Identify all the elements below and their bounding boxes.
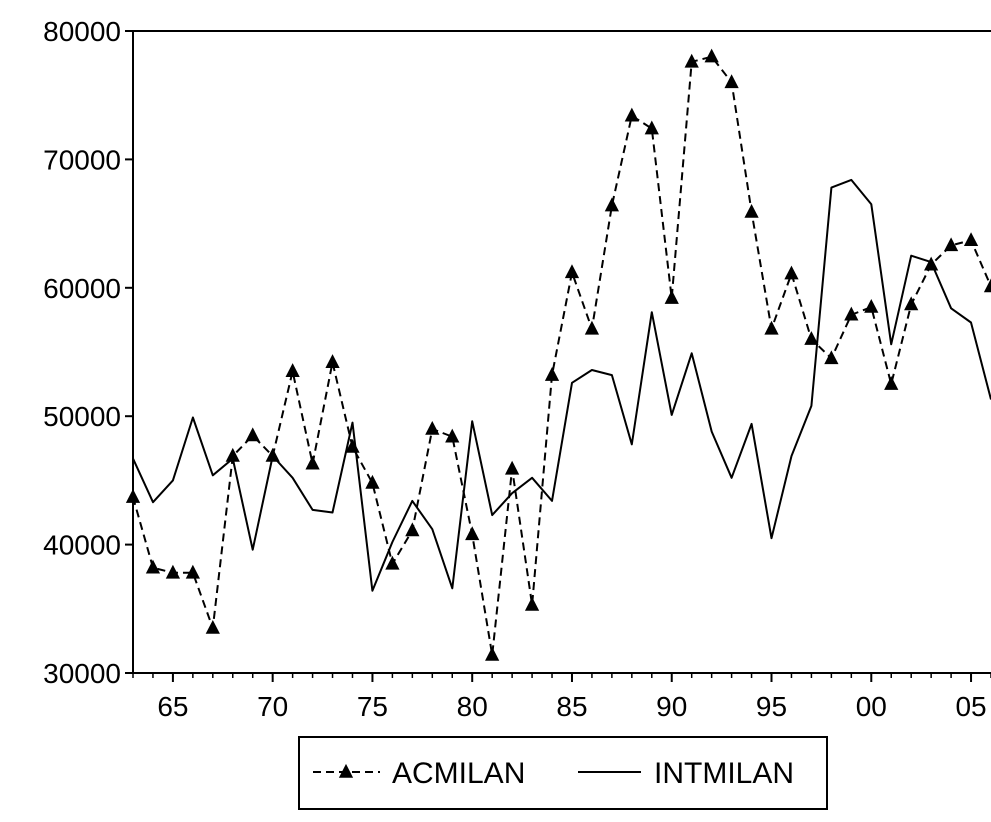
y-tick-label: 60000 bbox=[43, 273, 121, 304]
y-tick-label: 30000 bbox=[43, 658, 121, 689]
legend: ACMILAN INTMILAN bbox=[298, 736, 828, 810]
data-point-acmilan bbox=[145, 559, 161, 574]
data-point-acmilan bbox=[465, 526, 480, 541]
data-point-acmilan bbox=[804, 331, 819, 345]
data-point-acmilan bbox=[564, 264, 580, 279]
data-point-acmilan bbox=[205, 619, 220, 634]
series-line-intmilan bbox=[132, 178, 991, 592]
data-point-acmilan bbox=[844, 306, 859, 321]
legend-label-intmilan: INTMILAN bbox=[654, 757, 794, 790]
series-layer bbox=[125, 48, 991, 661]
data-point-acmilan bbox=[784, 265, 799, 280]
data-point-acmilan bbox=[644, 120, 659, 135]
data-point-acmilan bbox=[305, 455, 320, 470]
data-point-acmilan bbox=[744, 203, 759, 218]
data-point-acmilan bbox=[125, 488, 141, 503]
data-point-acmilan bbox=[325, 354, 340, 369]
data-point-acmilan bbox=[544, 367, 560, 381]
legend-marker-acmilan bbox=[338, 763, 354, 778]
data-point-acmilan bbox=[983, 278, 991, 293]
data-point-acmilan bbox=[963, 232, 979, 247]
series-intmilan bbox=[132, 178, 991, 592]
data-point-acmilan bbox=[504, 460, 520, 475]
data-point-acmilan bbox=[445, 428, 460, 443]
x-tick-label: 95 bbox=[756, 691, 787, 722]
data-point-acmilan bbox=[604, 197, 620, 212]
y-axis: 30000 40000 50000 60000 70000 80000 bbox=[43, 16, 133, 689]
data-point-acmilan bbox=[824, 350, 839, 365]
y-tick-label: 40000 bbox=[43, 530, 121, 561]
data-point-acmilan bbox=[245, 427, 260, 442]
data-point-acmilan bbox=[664, 289, 679, 304]
legend-box bbox=[298, 736, 828, 810]
x-axis: 65 70 75 80 85 90 95 00 05 bbox=[132, 673, 991, 722]
y-tick-label: 80000 bbox=[43, 16, 121, 47]
data-point-acmilan bbox=[764, 320, 779, 335]
x-tick-label: 85 bbox=[556, 691, 587, 722]
series-line-acmilan bbox=[132, 55, 991, 656]
x-tick-label: 80 bbox=[457, 691, 488, 722]
data-point-acmilan bbox=[425, 420, 440, 435]
data-point-acmilan bbox=[365, 474, 380, 489]
data-point-acmilan bbox=[724, 74, 739, 89]
x-tick-label: 75 bbox=[357, 691, 388, 722]
data-point-acmilan bbox=[684, 53, 699, 68]
x-tick-label: 05 bbox=[955, 691, 986, 722]
data-point-acmilan bbox=[864, 298, 879, 313]
data-point-acmilan bbox=[943, 237, 959, 252]
x-tick-label: 70 bbox=[257, 691, 288, 722]
data-point-acmilan bbox=[165, 564, 181, 579]
data-point-acmilan bbox=[405, 522, 420, 537]
data-point-acmilan bbox=[285, 363, 300, 378]
data-point-acmilan bbox=[185, 564, 200, 579]
data-point-acmilan bbox=[884, 376, 899, 390]
data-point-acmilan bbox=[524, 596, 540, 611]
data-point-acmilan bbox=[904, 296, 919, 311]
data-point-acmilan bbox=[624, 107, 639, 122]
data-point-acmilan bbox=[704, 48, 719, 63]
y-tick-label: 50000 bbox=[43, 401, 121, 432]
x-tick-label: 00 bbox=[856, 691, 887, 722]
data-point-acmilan bbox=[385, 555, 400, 570]
data-point-acmilan bbox=[485, 646, 500, 661]
series-acmilan bbox=[125, 48, 991, 661]
plot-frame bbox=[132, 30, 991, 674]
data-point-acmilan bbox=[584, 320, 600, 335]
x-tick-label: 90 bbox=[656, 691, 687, 722]
legend-label-acmilan: ACMILAN bbox=[392, 757, 525, 790]
y-tick-label: 70000 bbox=[43, 144, 121, 175]
x-tick-label: 65 bbox=[157, 691, 188, 722]
